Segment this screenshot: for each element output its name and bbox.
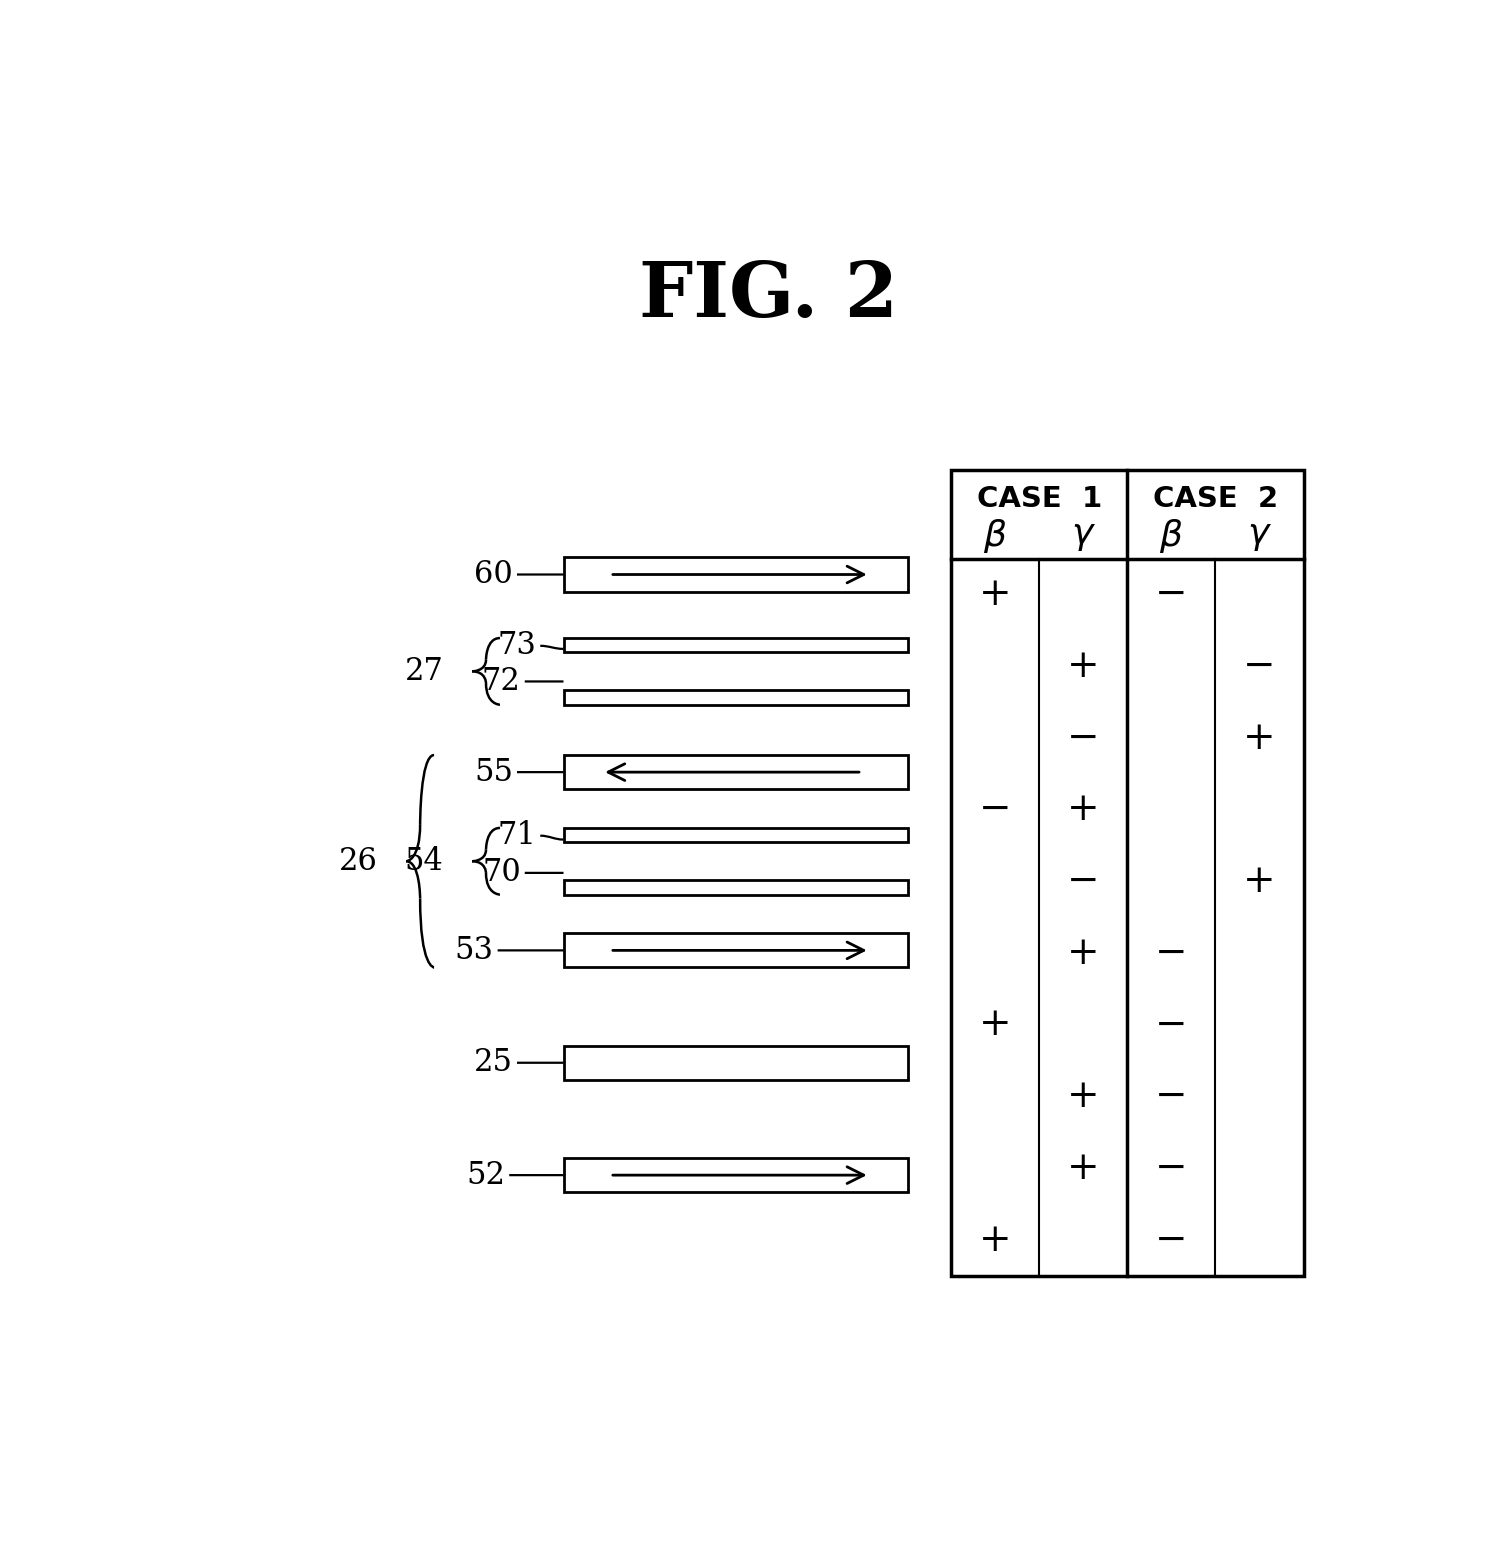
Text: +: +	[1067, 792, 1100, 829]
Text: 54: 54	[405, 846, 443, 877]
Text: $\beta$: $\beta$	[983, 517, 1007, 554]
Text: 26: 26	[339, 846, 377, 877]
Text: $\beta$: $\beta$	[1159, 517, 1183, 554]
Text: −: −	[979, 792, 1012, 829]
Text: +: +	[1067, 1079, 1100, 1116]
Text: +: +	[1067, 1150, 1100, 1187]
Text: CASE  1: CASE 1	[977, 486, 1102, 514]
Bar	[563, 691, 908, 705]
Bar	[563, 880, 908, 894]
Text: 72: 72	[482, 666, 521, 697]
Text: +: +	[979, 576, 1012, 613]
Text: −: −	[1156, 934, 1187, 972]
Text: +: +	[1067, 934, 1100, 972]
Text: −: −	[1156, 1150, 1187, 1187]
Text: −: −	[1156, 1079, 1187, 1116]
Bar	[563, 827, 908, 843]
Text: 60: 60	[474, 559, 513, 590]
Text: 52: 52	[467, 1159, 506, 1190]
Text: −: −	[1067, 863, 1100, 900]
Text: +: +	[1243, 863, 1276, 900]
Text: 70: 70	[482, 857, 521, 888]
Text: $\gamma$: $\gamma$	[1247, 518, 1271, 553]
Text: −: −	[1156, 1007, 1187, 1043]
Text: 73: 73	[497, 630, 536, 661]
Text: 27: 27	[404, 656, 443, 688]
Text: −: −	[1156, 576, 1187, 613]
Text: +: +	[979, 1221, 1012, 1259]
Bar	[563, 638, 908, 652]
Text: +: +	[1067, 649, 1100, 684]
Text: $\gamma$: $\gamma$	[1070, 518, 1096, 553]
Text: +: +	[979, 1007, 1012, 1043]
Text: 25: 25	[474, 1048, 513, 1079]
Text: CASE  2: CASE 2	[1153, 486, 1277, 514]
Text: −: −	[1243, 649, 1276, 684]
Text: FIG. 2: FIG. 2	[639, 259, 899, 332]
Bar	[563, 1046, 908, 1080]
Text: 71: 71	[497, 819, 536, 850]
Bar	[952, 470, 1304, 1276]
Text: −: −	[1067, 720, 1100, 757]
Bar	[563, 933, 908, 967]
Text: 53: 53	[455, 934, 494, 965]
Bar	[563, 756, 908, 788]
Text: −: −	[1156, 1221, 1187, 1259]
Bar	[563, 557, 908, 591]
Text: 55: 55	[474, 757, 513, 787]
Bar	[563, 1158, 908, 1192]
Text: +: +	[1243, 720, 1276, 757]
